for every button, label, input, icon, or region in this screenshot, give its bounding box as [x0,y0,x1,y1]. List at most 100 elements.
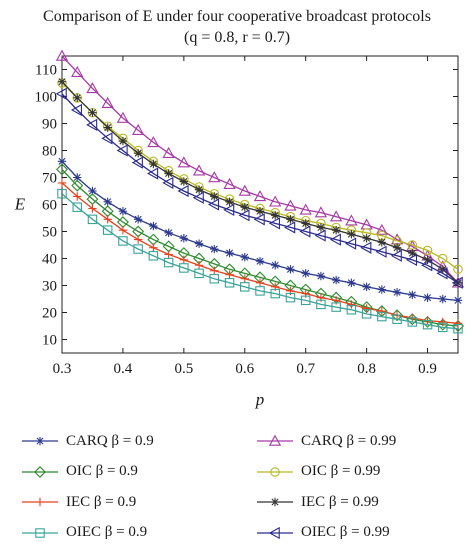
data-point [301,269,310,278]
data-point [194,268,204,279]
data-point [423,293,432,302]
data-point [208,171,221,183]
data-point [87,214,98,225]
data-point [210,244,219,254]
y-tick-label: 50 [42,225,57,241]
y-tick-label: 30 [42,279,57,295]
data-point [147,167,159,180]
data-point [194,239,204,248]
legend-label: OIEC β = 0.9 [66,524,148,540]
data-point [453,319,463,328]
data-point [118,207,128,216]
legend-label: IEC β = 0.99 [301,493,379,510]
data-point [377,238,387,247]
data-point [133,235,143,244]
data-point [345,214,358,226]
data-point [223,203,235,217]
data-point [163,257,174,268]
data-point [391,309,404,322]
legend-marker [270,497,280,507]
data-point [71,179,84,192]
legend-swatch [257,526,293,539]
data-point [179,255,189,265]
data-point [86,193,99,206]
data-point [57,178,67,188]
data-point [179,263,189,273]
data-point [300,295,311,306]
data-point [149,221,158,231]
data-point [103,197,112,206]
y-tick-label: 40 [42,252,57,268]
data-point [131,156,143,169]
data-point [179,234,189,243]
data-point [408,290,417,300]
data-point [392,314,402,324]
data-point [118,236,128,246]
data-point [362,282,371,292]
data-point [73,173,82,182]
data-point [88,186,97,196]
x-tick-label: 0.6 [235,361,254,377]
data-point [88,204,97,213]
data-point [255,257,265,266]
data-point [453,264,463,275]
data-point [285,292,296,303]
data-point [118,136,128,146]
data-point [57,188,67,199]
data-point [177,184,189,198]
data-point [362,304,371,313]
data-point [192,164,206,176]
series-3 [56,163,464,332]
legend-marker [35,497,45,507]
data-point [101,132,113,145]
data-point [103,215,112,224]
data-point [301,219,310,228]
data-point [240,274,249,283]
data-point [116,111,130,123]
legend-item: CARQ β = 0.9 [20,430,154,452]
legend-swatch [22,497,58,507]
data-point [194,185,204,194]
series-8 [55,87,463,289]
legend-marker [35,436,45,446]
data-point [210,266,219,275]
legend-item: OIEC β = 0.9 [20,522,147,544]
data-point [88,108,97,117]
data-point [116,144,128,157]
y-tick-label: 100 [35,90,58,106]
legend-marker [35,527,45,538]
data-point [438,317,447,327]
data-point [268,217,280,230]
data-point [330,210,343,222]
series-line [61,93,459,284]
data-point [392,243,402,252]
legend-swatch [257,434,293,446]
data-point [86,118,98,131]
legend-swatch [22,436,58,446]
data-point [72,202,82,212]
data-point [55,49,69,61]
chart-subtitle: (q = 0.8, r = 0.7) [183,29,291,46]
data-point [331,225,341,235]
series-7 [57,188,463,334]
data-point [422,319,433,330]
data-point [70,103,82,117]
data-point [421,259,433,272]
legend-swatch [22,465,58,478]
data-point [71,65,84,77]
y-axis-label: E [14,195,26,214]
data-point [271,211,280,220]
data-point [57,157,67,166]
legend-item: OIC β = 0.99 [255,461,380,483]
legend-swatch [22,527,58,538]
data-point [149,159,158,169]
data-point [164,169,173,178]
y-tick-label: 10 [42,333,57,349]
data-point [346,305,357,315]
x-tick-label: 0.5 [174,361,193,377]
legend-item: IEC β = 0.99 [255,491,379,513]
data-point [284,221,296,234]
legend-item: CARQ β = 0.99 [255,430,396,452]
data-point [162,146,175,158]
data-point [375,223,388,235]
